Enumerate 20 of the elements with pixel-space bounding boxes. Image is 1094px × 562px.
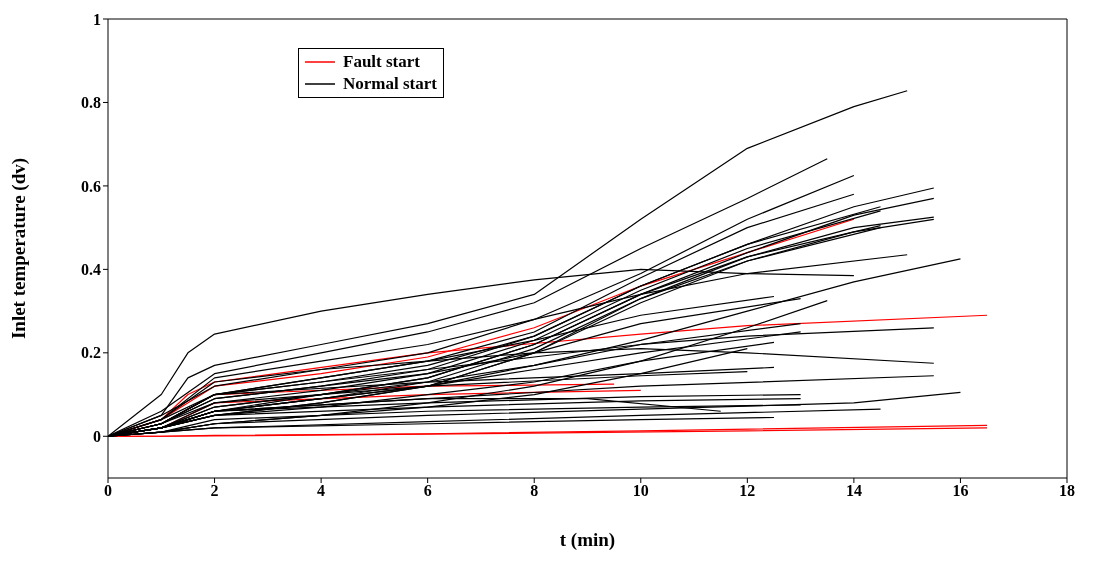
y-tick-label: 0.2 xyxy=(81,344,101,362)
legend-label: Fault start xyxy=(343,51,420,73)
y-tick-label: 0.8 xyxy=(81,94,101,112)
x-axis-title: t (min) xyxy=(559,529,616,551)
x-tick-label: 18 xyxy=(1059,482,1075,500)
x-tick-label: 14 xyxy=(845,482,862,500)
x-tick-label: 2 xyxy=(210,482,219,500)
x-tick-label: 0 xyxy=(104,482,112,500)
x-tick-label: 4 xyxy=(317,482,326,500)
y-tick-label: 0.4 xyxy=(81,261,101,279)
y-axis-title: Inlet temperature (dv) xyxy=(7,157,30,340)
x-tick-label: 8 xyxy=(530,482,539,500)
y-tick-label: 0.6 xyxy=(81,177,101,195)
x-tick-label: 12 xyxy=(739,482,756,500)
y-tick-label: 0 xyxy=(93,427,101,445)
x-tick-label: 6 xyxy=(423,482,432,500)
x-tick-label: 16 xyxy=(952,482,969,500)
legend-label: Normal start xyxy=(343,73,437,95)
x-tick-label: 10 xyxy=(632,482,649,500)
y-tick-label: 1 xyxy=(93,10,101,28)
